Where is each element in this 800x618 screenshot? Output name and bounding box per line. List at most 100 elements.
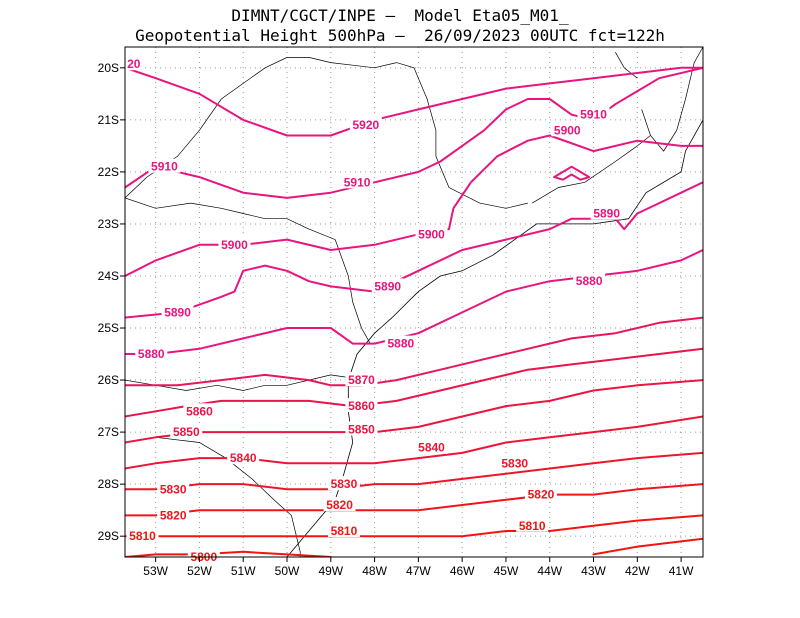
state-border: [124, 374, 349, 391]
y-tick-label: 28S: [98, 477, 119, 491]
y-tick-label: 24S: [98, 269, 119, 283]
y-tick-label: 22S: [98, 165, 119, 179]
contour-label-bg: [577, 106, 610, 121]
contour-label: 5880: [135, 346, 168, 361]
contour-5850: [125, 379, 703, 444]
contour-label-text: 5810: [519, 519, 546, 533]
contour-label: 5900: [551, 122, 584, 137]
contour-5900: [553, 165, 591, 181]
contour-label-text: 5810: [129, 529, 156, 543]
contour-5840: [125, 415, 703, 470]
y-tick-label: 21S: [98, 113, 119, 127]
contour-label-text: 5850: [173, 425, 200, 439]
contour-label-text: 5860: [348, 399, 375, 413]
contour-label: 5880: [573, 273, 606, 288]
contour-label-bg: [345, 421, 378, 436]
x-tick-label: 51W: [231, 564, 256, 578]
geography-layer: [124, 46, 704, 558]
contour-label-bg: [551, 122, 584, 137]
contour-label-text: 5910: [580, 108, 607, 122]
x-tick-label: 46W: [450, 564, 475, 578]
x-tick-label: 50W: [275, 564, 300, 578]
contour-5810: [125, 514, 703, 538]
contour-label: 5820: [524, 486, 557, 502]
contour-lines: [125, 66, 703, 557]
contour-label-text: 5830: [160, 482, 187, 496]
contour-5800: [592, 537, 703, 556]
contour-label: 5850: [345, 421, 378, 437]
state-border: [124, 57, 528, 209]
contour-label-bg: [415, 226, 448, 241]
contour-label: 5910: [148, 158, 181, 174]
contour-label-bg: [161, 304, 194, 319]
contour-label-bg: [384, 335, 417, 350]
x-tick-label: 43W: [581, 564, 606, 578]
contour-5870: [125, 316, 703, 387]
x-tick-label: 48W: [362, 564, 387, 578]
contour-label: 5870: [345, 372, 378, 387]
y-tick-label: 25S: [98, 321, 119, 335]
contour-label-text: 5920: [352, 118, 379, 132]
contour-label-bg: [573, 273, 606, 288]
contour-label: 5890: [371, 278, 404, 293]
contour-label: 5920: [349, 117, 382, 132]
contour-label: 5890: [161, 304, 194, 319]
contour-label-bg: [323, 496, 356, 511]
axis-ticks: 53W 52W 51W 50W 49W 48W 47W 46W 45W 44W 43W 42W 41W 2…: [98, 61, 694, 578]
contour-label: 20: [124, 56, 143, 71]
contour-label: 5820: [323, 496, 356, 512]
x-tick-label: 42W: [625, 564, 650, 578]
contour-5890: [125, 181, 703, 319]
state-border: [615, 52, 638, 79]
contour-label: 5880: [384, 335, 417, 351]
contour-label-text: 5810: [331, 524, 358, 538]
contour-label-text: 5860: [186, 404, 213, 418]
contour-label-bg: [371, 278, 404, 293]
contour-label: 5890: [590, 205, 623, 221]
contour-label-text: 5890: [374, 279, 401, 293]
contour-5920: [125, 66, 703, 137]
contour-labels: 2059205910591059105900590059005890589058…: [124, 56, 623, 564]
contour-label-text: 5900: [418, 227, 445, 241]
contour-label-text: 5850: [348, 423, 375, 437]
contour-label-text: 5870: [348, 373, 375, 387]
x-tick-label: 44W: [537, 564, 562, 578]
contour-label-bg: [148, 158, 181, 173]
x-tick-label: 49W: [318, 564, 343, 578]
contour-label-bg: [126, 528, 159, 543]
contour-label-text: 5890: [164, 305, 191, 319]
contour-label: 5810: [126, 528, 159, 543]
contour-label-bg: [349, 117, 382, 132]
contour-label-text: 5840: [230, 451, 257, 465]
contour-label-bg: [345, 372, 378, 387]
contour-label: 5830: [157, 481, 190, 496]
contour-label-bg: [183, 403, 216, 418]
contour-label: 5860: [183, 403, 216, 418]
contour-label-text: 5820: [160, 508, 187, 522]
contour-label: 5840: [415, 439, 448, 455]
contour-label-text: 5820: [528, 488, 555, 502]
contour-5820: [125, 483, 703, 517]
graticule-grid: [125, 47, 703, 557]
contour-label-text: 5880: [388, 337, 415, 351]
contour-label: 5910: [341, 174, 374, 189]
contour-label-text: 5830: [331, 477, 358, 491]
contour-label-bg: [157, 507, 190, 522]
contour-label-text: 5820: [326, 498, 353, 512]
contour-label: 5900: [218, 236, 251, 252]
contour-label-bg: [227, 450, 260, 465]
y-tick-label: 29S: [98, 529, 119, 543]
contour-label-text: 5900: [554, 123, 581, 137]
contour-5800: [125, 550, 332, 557]
x-tick-label: 47W: [406, 564, 431, 578]
contour-label-bg: [124, 56, 143, 71]
contour-label-bg: [170, 424, 203, 439]
x-tick-label: 53W: [143, 564, 168, 578]
x-tick-label: 45W: [494, 564, 519, 578]
contour-label-text: 5880: [138, 347, 165, 361]
contour-label-text: 5890: [593, 207, 620, 221]
contour-label: 5820: [157, 507, 190, 522]
y-tick-label: 20S: [98, 61, 119, 75]
contour-label: 5900: [415, 226, 448, 241]
